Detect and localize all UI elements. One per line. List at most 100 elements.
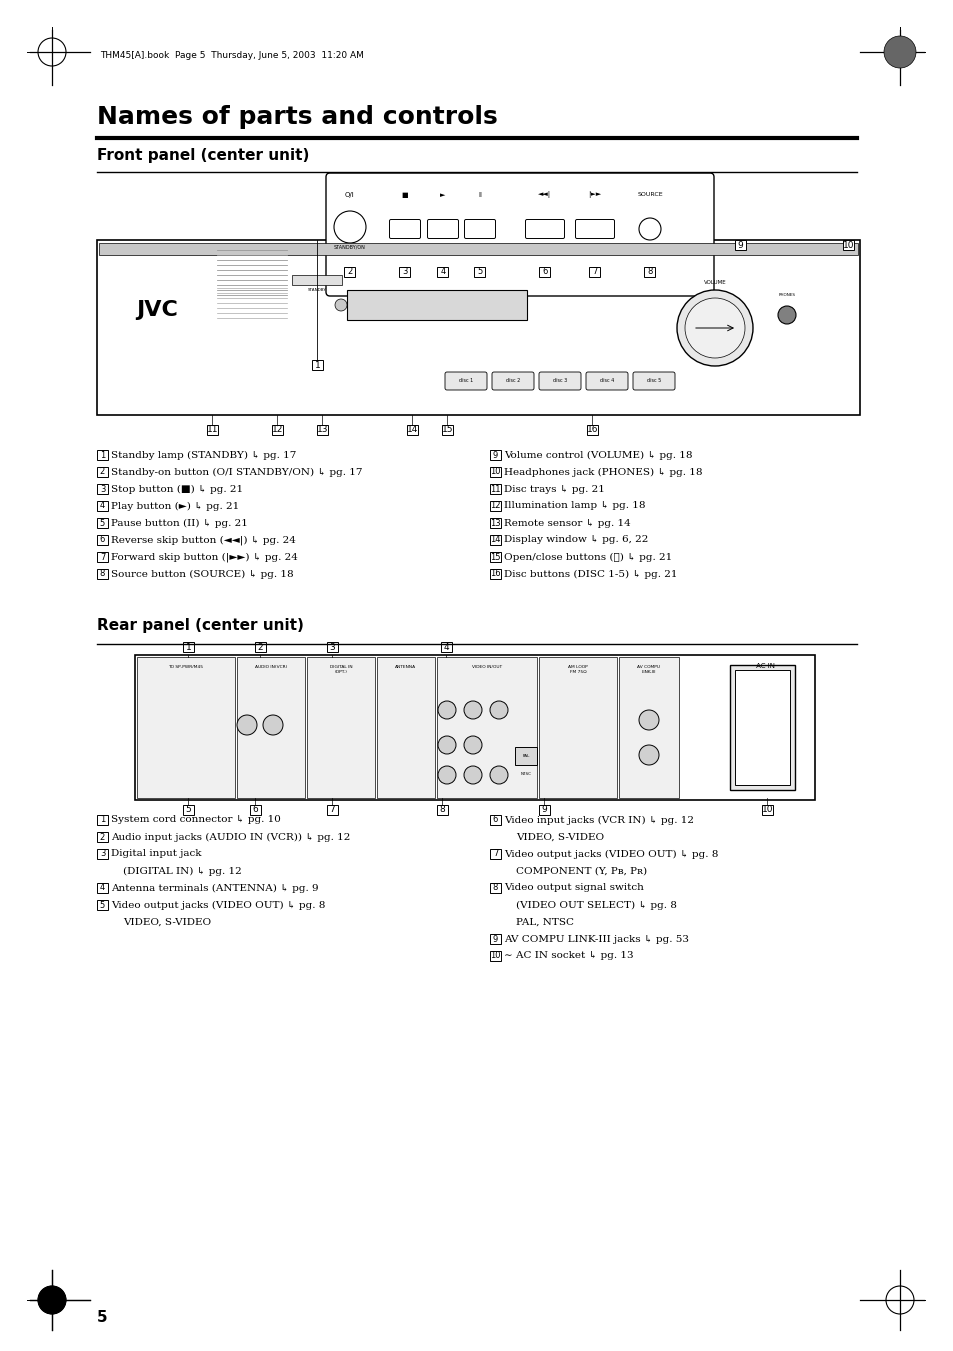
Text: Antenna terminals (ANTENNA) ↳ pg. 9: Antenna terminals (ANTENNA) ↳ pg. 9: [111, 884, 318, 893]
Bar: [97, 517, 108, 528]
Circle shape: [463, 736, 481, 754]
Text: Illumination lamp ↳ pg. 18: Illumination lamp ↳ pg. 18: [503, 501, 645, 511]
FancyBboxPatch shape: [585, 372, 627, 390]
Bar: [490, 951, 500, 961]
Text: Forward skip button (|►►) ↳ pg. 24: Forward skip button (|►►) ↳ pg. 24: [111, 553, 297, 562]
Text: THM45[A].book  Page 5  Thursday, June 5, 2003  11:20 AM: THM45[A].book Page 5 Thursday, June 5, 2…: [100, 50, 363, 59]
Text: 15: 15: [490, 553, 500, 562]
Bar: [490, 934, 500, 944]
Text: Remote sensor ↳ pg. 14: Remote sensor ↳ pg. 14: [503, 519, 630, 527]
Text: 10: 10: [490, 951, 500, 961]
Text: 5: 5: [476, 267, 482, 277]
Text: disc 5: disc 5: [646, 378, 660, 384]
Bar: [316, 426, 328, 435]
FancyBboxPatch shape: [326, 173, 713, 296]
Text: ◄◄|: ◄◄|: [537, 192, 551, 199]
FancyBboxPatch shape: [444, 372, 486, 390]
Circle shape: [677, 290, 752, 366]
Text: System cord connector ↳ pg. 10: System cord connector ↳ pg. 10: [111, 816, 280, 824]
Text: SOURCE: SOURCE: [637, 192, 662, 197]
Text: 12: 12: [272, 426, 283, 435]
Text: 5: 5: [100, 519, 105, 527]
Bar: [399, 267, 410, 277]
Text: 8: 8: [647, 267, 652, 277]
Bar: [97, 535, 108, 544]
Text: 2: 2: [257, 643, 263, 651]
Text: DIGITAL IN
(OPT.): DIGITAL IN (OPT.): [330, 665, 352, 674]
Text: Disc buttons (DISC 1-5) ↳ pg. 21: Disc buttons (DISC 1-5) ↳ pg. 21: [503, 569, 677, 578]
Text: ANTENNA: ANTENNA: [395, 665, 416, 669]
Text: O/I: O/I: [345, 192, 355, 199]
Text: 4: 4: [440, 267, 445, 277]
Text: 9: 9: [493, 450, 497, 459]
Bar: [490, 484, 500, 494]
Text: 6: 6: [493, 816, 497, 824]
Bar: [97, 884, 108, 893]
Text: 6: 6: [100, 535, 105, 544]
Bar: [254, 642, 266, 653]
Text: 7: 7: [493, 850, 497, 858]
Bar: [97, 815, 108, 825]
Text: 7: 7: [100, 553, 105, 562]
Text: ■: ■: [401, 192, 408, 199]
Text: 4: 4: [100, 501, 105, 511]
Bar: [97, 484, 108, 494]
Bar: [137, 657, 234, 798]
Bar: [344, 267, 355, 277]
Bar: [183, 642, 193, 653]
Bar: [474, 267, 485, 277]
Text: Video input jacks (VCR IN) ↳ pg. 12: Video input jacks (VCR IN) ↳ pg. 12: [503, 816, 693, 824]
Text: 5: 5: [100, 901, 105, 909]
Bar: [436, 805, 448, 815]
Bar: [97, 450, 108, 459]
Text: disc 1: disc 1: [458, 378, 473, 384]
Text: 10: 10: [490, 467, 500, 477]
Text: 16: 16: [586, 426, 598, 435]
Bar: [407, 426, 417, 435]
Bar: [236, 657, 305, 798]
Bar: [347, 290, 526, 320]
Bar: [490, 517, 500, 528]
Text: Open/close buttons (⏫) ↳ pg. 21: Open/close buttons (⏫) ↳ pg. 21: [503, 553, 672, 562]
Bar: [440, 642, 452, 653]
Text: 16: 16: [490, 570, 500, 578]
Text: COMPONENT (Y, Pʙ, Pʀ): COMPONENT (Y, Pʙ, Pʀ): [516, 866, 646, 875]
Circle shape: [335, 299, 347, 311]
Text: Volume control (VOLUME) ↳ pg. 18: Volume control (VOLUME) ↳ pg. 18: [503, 450, 692, 459]
Text: 2: 2: [100, 467, 105, 477]
Bar: [729, 665, 794, 790]
Text: 10: 10: [841, 240, 853, 250]
Text: 9: 9: [737, 240, 742, 250]
Text: 2: 2: [347, 267, 353, 277]
Circle shape: [463, 766, 481, 784]
Text: 14: 14: [406, 426, 417, 435]
Text: VOLUME: VOLUME: [703, 280, 725, 285]
Text: Standby lamp (STANDBY) ↳ pg. 17: Standby lamp (STANDBY) ↳ pg. 17: [111, 450, 296, 459]
Text: AV COMPU
LINK-III: AV COMPU LINK-III: [637, 665, 659, 674]
FancyBboxPatch shape: [633, 372, 675, 390]
Text: STANDBY/ON: STANDBY/ON: [334, 245, 366, 250]
Text: Stop button (■) ↳ pg. 21: Stop button (■) ↳ pg. 21: [111, 485, 243, 493]
Circle shape: [639, 744, 659, 765]
Text: 1: 1: [186, 643, 192, 651]
Text: Names of parts and controls: Names of parts and controls: [97, 105, 497, 128]
Text: NTSC: NTSC: [520, 771, 531, 775]
Bar: [515, 747, 537, 765]
Text: ∼ AC IN socket ↳ pg. 13: ∼ AC IN socket ↳ pg. 13: [503, 951, 633, 961]
Text: 6: 6: [541, 267, 547, 277]
Text: 14: 14: [490, 535, 500, 544]
Text: 3: 3: [330, 643, 335, 651]
Bar: [842, 240, 853, 250]
Bar: [327, 642, 337, 653]
Bar: [183, 805, 193, 815]
FancyBboxPatch shape: [427, 219, 458, 239]
Circle shape: [490, 701, 507, 719]
Bar: [97, 553, 108, 562]
Text: II: II: [477, 192, 481, 199]
Circle shape: [38, 1286, 66, 1315]
Text: PHONES: PHONES: [778, 293, 795, 297]
Text: 8: 8: [439, 805, 445, 815]
Text: 12: 12: [490, 501, 500, 511]
Bar: [490, 553, 500, 562]
Text: VIDEO, S-VIDEO: VIDEO, S-VIDEO: [123, 917, 211, 927]
